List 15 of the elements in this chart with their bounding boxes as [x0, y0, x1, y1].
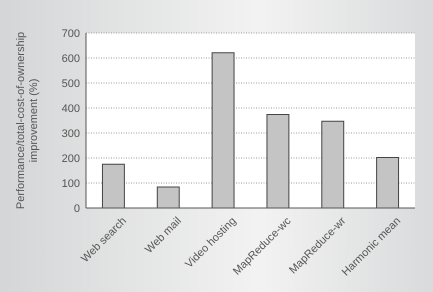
- y-tick-label: 500: [62, 78, 80, 90]
- bar: [102, 164, 125, 208]
- y-tick-label: 300: [62, 128, 80, 140]
- bar: [376, 157, 400, 208]
- bar: [321, 120, 344, 208]
- y-tick-label: 100: [62, 178, 80, 190]
- bar: [266, 114, 290, 208]
- y-tick-label: 200: [62, 152, 80, 165]
- y-tick-label: 0: [74, 202, 80, 215]
- y-tick-label: 700: [62, 28, 80, 40]
- y-tick-label: 600: [62, 52, 80, 65]
- y-axis-title: Performance/total-cost-of-ownership improvement (%): [15, 32, 40, 210]
- bar: [156, 186, 180, 208]
- bar: [212, 52, 235, 208]
- y-tick-label: 400: [62, 102, 80, 115]
